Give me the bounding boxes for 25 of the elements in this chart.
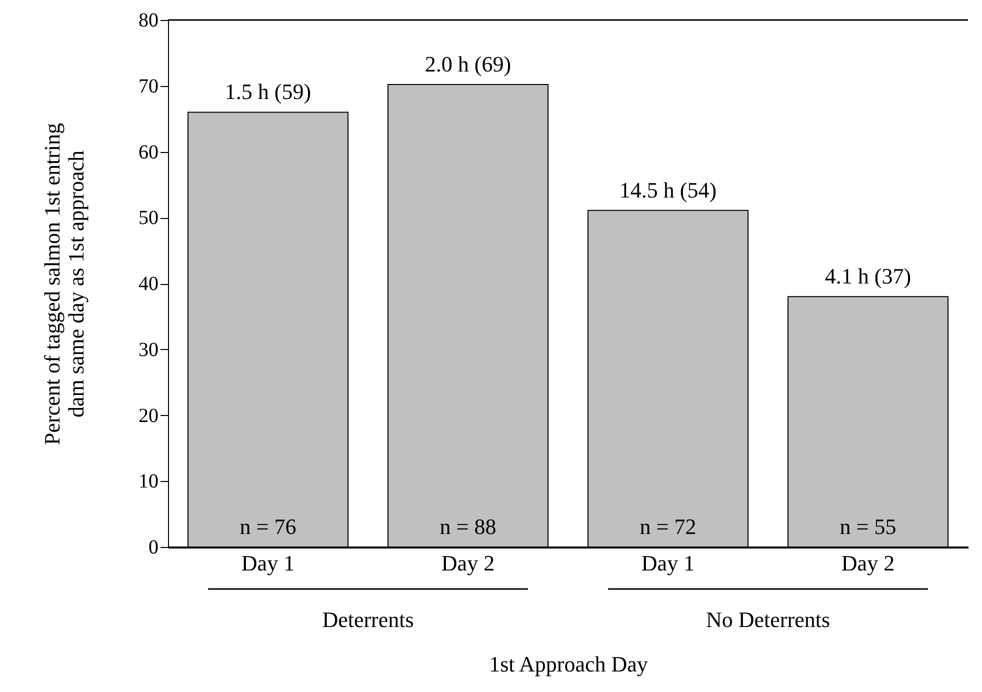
annotation: n = 72 <box>640 514 696 539</box>
text: Deterrents <box>322 607 414 632</box>
y-tick-label: 80 <box>138 10 158 32</box>
y-tick-label: 20 <box>138 404 158 427</box>
annotation: 4.1 h (37) <box>824 264 912 289</box>
y-tick-label: 30 <box>138 338 158 361</box>
y-tick-label: 0 <box>148 536 158 558</box>
text: No Deterrents <box>706 607 830 632</box>
x-tick-label: Day 2 <box>441 550 495 576</box>
y-tick-label: 70 <box>138 75 158 98</box>
annotation: 2.0 h (69) <box>424 52 512 77</box>
annotation: 14.5 h (54) <box>619 177 717 202</box>
y-axis-title: Percent of tagged salmon 1st entring dam same day as 1st approach <box>40 123 88 445</box>
annotation: n = 88 <box>440 514 496 539</box>
annotation: n = 55 <box>840 514 896 539</box>
annotation: 1.5 h (59) <box>224 79 312 104</box>
y-tick-label: 10 <box>138 470 158 493</box>
x-tick-label: Day 2 <box>841 550 895 576</box>
x-tick-label: Day 1 <box>241 550 295 576</box>
y-tick-label: 60 <box>138 141 158 164</box>
y-tick-label: 40 <box>138 273 158 295</box>
y-tick-label: 50 <box>138 207 158 230</box>
x-tick-label: Day 1 <box>641 550 695 576</box>
annotation: n = 76 <box>240 514 296 539</box>
x-axis-title: 1st Approach Day <box>489 652 648 676</box>
